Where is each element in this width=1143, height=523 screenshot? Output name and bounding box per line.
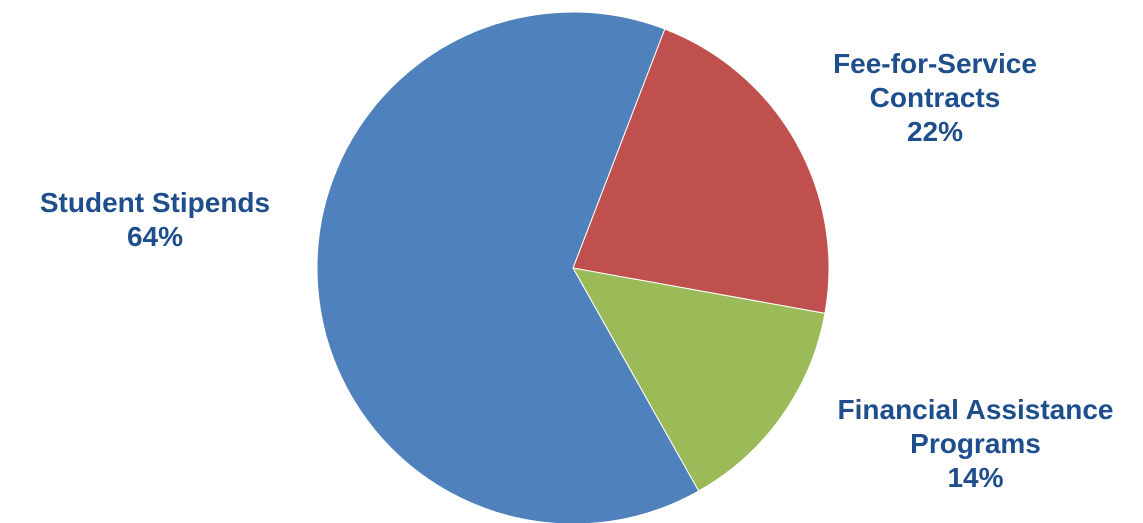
slice-label-line: Fee-for-Service (833, 48, 1037, 79)
slice-label-fee-for-service-contracts: Fee-for-Service Contracts 22% (790, 47, 1080, 149)
slice-percent-label: 14% (947, 462, 1004, 493)
slice-percent-label: 22% (906, 116, 964, 147)
slice-label-line: Financial Assistance (837, 394, 1114, 425)
slice-label-line: Student Stipends (39, 187, 271, 218)
slice-label-line: Contracts (869, 82, 1001, 113)
pie-slice-financial-assistance-programs (572, 267, 826, 492)
slice-percent-label: 64% (126, 221, 184, 252)
pie-slice-fee-for-service-contracts (572, 28, 830, 314)
slice-label-line: Programs (910, 428, 1041, 459)
slice-label-financial-assistance-programs: Financial Assistance Programs 14% (808, 393, 1143, 495)
slice-label-student-stipends: Student Stipends 64% (0, 186, 310, 254)
